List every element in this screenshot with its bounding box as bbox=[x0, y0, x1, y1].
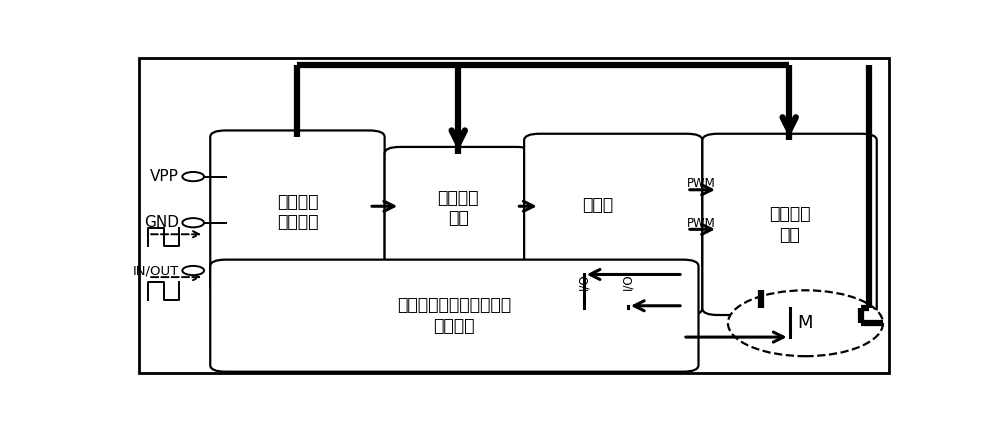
Text: M: M bbox=[798, 314, 813, 332]
FancyBboxPatch shape bbox=[524, 134, 702, 315]
Text: 单片机: 单片机 bbox=[582, 196, 613, 214]
FancyBboxPatch shape bbox=[385, 147, 532, 269]
Text: GND: GND bbox=[144, 215, 179, 230]
FancyBboxPatch shape bbox=[702, 134, 877, 315]
Text: 电源输入
处理电路: 电源输入 处理电路 bbox=[277, 193, 318, 232]
FancyBboxPatch shape bbox=[139, 58, 889, 373]
Circle shape bbox=[182, 218, 204, 227]
FancyBboxPatch shape bbox=[210, 131, 385, 294]
Text: I/O: I/O bbox=[621, 274, 634, 290]
Circle shape bbox=[728, 290, 883, 356]
Text: 电机驱动
电路: 电机驱动 电路 bbox=[769, 205, 810, 244]
Circle shape bbox=[182, 266, 204, 275]
Text: 电压转换
电路: 电压转换 电路 bbox=[438, 188, 479, 227]
FancyBboxPatch shape bbox=[210, 260, 698, 372]
Text: I/O: I/O bbox=[577, 274, 590, 290]
Text: 调速输入与转速状态输出
控制电路: 调速输入与转速状态输出 控制电路 bbox=[397, 296, 511, 335]
Text: PWM: PWM bbox=[687, 217, 716, 230]
Circle shape bbox=[182, 172, 204, 181]
Text: IN/OUT: IN/OUT bbox=[133, 264, 179, 277]
Text: VPP: VPP bbox=[150, 169, 179, 184]
Text: PWM: PWM bbox=[687, 177, 716, 190]
